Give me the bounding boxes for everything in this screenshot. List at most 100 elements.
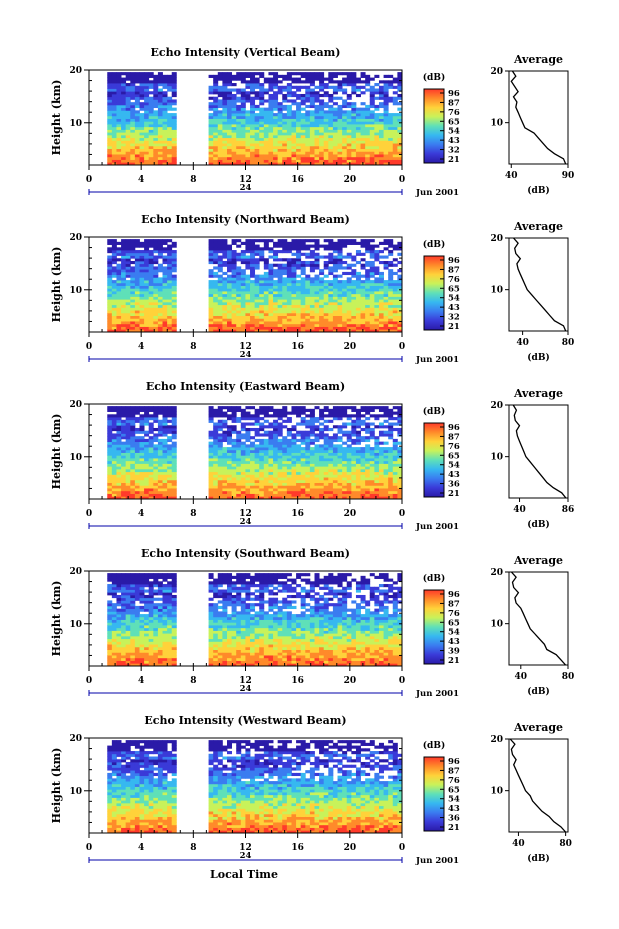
- heatmap-cell: [167, 430, 173, 434]
- heatmap-cell: [213, 458, 219, 462]
- heatmap-cell: [309, 326, 315, 330]
- heatmap-cell: [130, 148, 136, 152]
- heatmap-cell: [323, 137, 329, 141]
- colorbar-unit: (dB): [423, 72, 445, 83]
- heatmap-cell: [217, 468, 223, 473]
- heatmap-cell: [273, 493, 279, 497]
- heatmap-cell: [263, 154, 269, 158]
- heatmap-cell: [332, 301, 338, 306]
- heatmap-cell: [277, 288, 283, 292]
- heatmap-cell: [130, 422, 136, 426]
- heatmap-cell: [245, 296, 251, 300]
- heatmap-cell: [125, 422, 131, 426]
- heatmap-cell: [217, 321, 223, 325]
- heatmap-cell: [217, 452, 223, 456]
- heatmap-cell: [231, 304, 237, 308]
- heatmap-cell: [116, 118, 122, 122]
- heatmap-cell: [263, 241, 269, 245]
- heatmap-cell: [291, 441, 297, 445]
- heatmap-cell: [300, 74, 306, 78]
- heatmap-cell: [157, 110, 163, 114]
- heatmap-cell: [245, 449, 251, 453]
- heatmap-cell: [397, 96, 403, 100]
- heatmap-cell: [319, 88, 325, 92]
- heatmap-cell: [337, 291, 343, 295]
- heatmap-cell: [365, 269, 371, 273]
- heatmap-cell: [167, 447, 173, 451]
- heatmap-cell: [121, 422, 127, 426]
- heatmap-cell: [342, 102, 348, 106]
- heatmap-cell: [273, 271, 279, 276]
- heatmap-cell: [277, 140, 283, 144]
- heatmap-cell: [208, 250, 214, 254]
- heatmap-cell: [125, 304, 131, 308]
- heatmap-cell: [208, 315, 214, 319]
- heatmap-cell: [157, 96, 163, 100]
- heatmap-cell: [139, 255, 145, 259]
- heatmap-cell: [245, 110, 251, 114]
- heatmap-cell: [130, 307, 136, 311]
- heatmap-cell: [369, 113, 375, 117]
- heatmap-cell: [383, 301, 389, 306]
- heatmap-cell: [273, 148, 279, 152]
- heatmap-cell: [144, 282, 150, 286]
- heatmap-cell: [328, 441, 334, 445]
- heatmap-cell: [107, 452, 113, 456]
- heatmap-cell: [134, 411, 140, 415]
- heatmap-cell: [130, 321, 136, 325]
- heatmap-cell: [236, 269, 242, 273]
- heatmap-cell: [314, 266, 320, 270]
- heatmap-cell: [240, 427, 246, 432]
- heatmap-cell: [162, 427, 168, 432]
- heatmap-cell: [231, 277, 237, 281]
- heatmap-cell: [388, 299, 394, 303]
- heatmap-cell: [171, 244, 177, 248]
- heatmap-cell: [171, 282, 177, 286]
- heatmap-cell: [139, 154, 145, 158]
- heatmap-cell: [130, 490, 136, 494]
- heatmap-cell: [125, 274, 131, 278]
- heatmap-cell: [167, 140, 173, 144]
- heatmap-cell: [273, 411, 279, 415]
- heatmap-cell: [296, 250, 302, 254]
- heatmap-cell: [378, 102, 384, 106]
- heatmap-cell: [116, 468, 122, 473]
- heatmap-cell: [111, 293, 117, 297]
- heatmap-cell: [282, 88, 288, 92]
- heatmap-cell: [337, 329, 343, 333]
- heatmap-cell: [227, 148, 233, 152]
- heatmap-cell: [305, 312, 311, 317]
- heatmap-cell: [254, 126, 260, 130]
- heatmap-cell: [332, 323, 338, 327]
- heatmap-cell: [300, 447, 306, 451]
- heatmap-cell: [337, 104, 343, 109]
- heatmap-cell: [369, 299, 375, 303]
- heatmap-cell: [309, 419, 315, 423]
- heatmap-cell: [346, 80, 352, 84]
- heatmap-cell: [383, 285, 389, 289]
- heatmap-cell: [208, 329, 214, 333]
- heatmap-cell: [111, 110, 117, 114]
- heatmap-cell: [332, 315, 338, 319]
- heatmap-cell: [125, 301, 131, 306]
- heatmap-cell: [332, 477, 338, 481]
- heatmap-cell: [286, 496, 292, 500]
- heatmap-cell: [291, 269, 297, 273]
- heatmap-cell: [319, 148, 325, 152]
- heatmap-cell: [130, 326, 136, 330]
- heatmap-cell: [107, 280, 113, 284]
- heatmap-cell: [282, 151, 288, 155]
- heatmap-cell: [217, 422, 223, 426]
- heatmap-cell: [346, 137, 352, 141]
- heatmap-cell: [107, 474, 113, 478]
- heatmap-cell: [296, 266, 302, 270]
- heatmap-cell: [208, 479, 214, 484]
- heatmap-cell: [286, 118, 292, 122]
- heatmap-cell: [291, 447, 297, 451]
- x-tick-label: 4: [138, 342, 144, 352]
- heatmap-cell: [374, 156, 380, 160]
- heatmap-cell: [369, 93, 375, 98]
- heatmap-cell: [153, 323, 159, 327]
- heatmap-cell: [121, 134, 127, 139]
- heatmap-cell: [277, 323, 283, 327]
